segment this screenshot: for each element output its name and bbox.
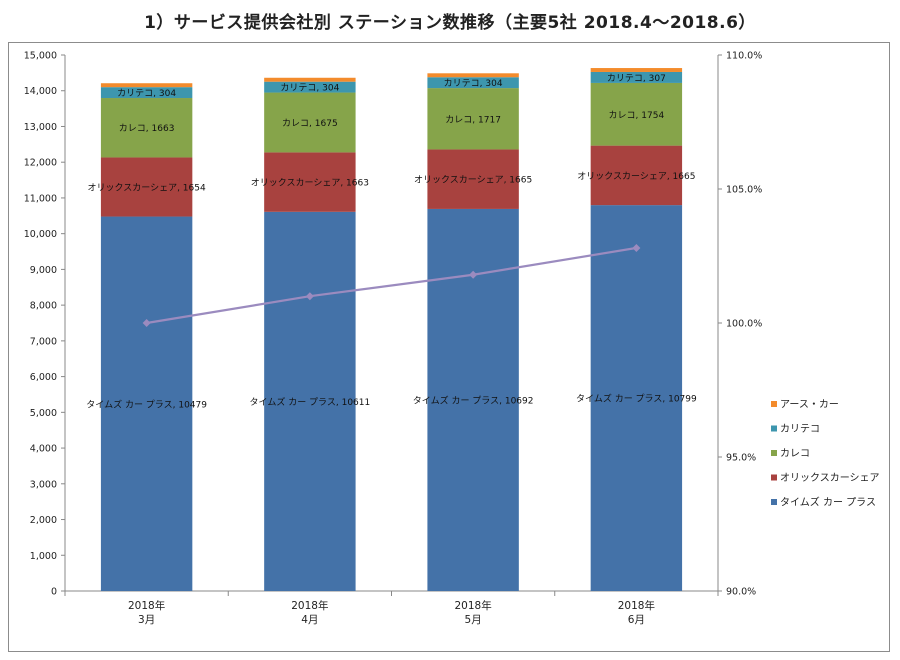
- legend-label: タイムズ カー プラス: [780, 496, 876, 509]
- legend-swatch: [771, 474, 777, 481]
- y-tick-label: 4,000: [30, 444, 57, 455]
- bar-segment: [427, 77, 519, 89]
- x-tick-label: 2018年: [618, 599, 655, 612]
- y2-tick-label: 90.0%: [726, 587, 756, 598]
- bar-segment: [100, 87, 193, 99]
- legend-label: オリックスカーシェア: [780, 472, 880, 484]
- x-tick-label: 2018年: [128, 599, 165, 612]
- data-label: カリテコ, 304: [444, 78, 503, 89]
- bar-segment: [100, 83, 193, 88]
- data-label: カリテコ, 304: [117, 88, 176, 99]
- chart-frame: [8, 42, 890, 652]
- bar-segment: [100, 98, 193, 158]
- x-tick-label: 2018年: [455, 599, 492, 612]
- ratio-marker: [142, 319, 151, 327]
- y-tick-label: 2,000: [30, 515, 57, 526]
- legend-label: カリテコ: [780, 423, 820, 435]
- ratio-marker: [632, 243, 641, 252]
- y-tick-label: 8,000: [30, 301, 57, 312]
- y-tick-label: 15,000: [24, 51, 57, 62]
- bar-segment: [264, 81, 356, 93]
- chart-title: 1）サービス提供会社別 ステーション数推移（主要5社 2018.4～2018.6…: [144, 13, 756, 33]
- legend-label: アース・カー: [780, 399, 839, 411]
- x-tick-label: 2018年: [291, 599, 328, 612]
- bar-segment: [590, 145, 683, 206]
- bar-segment: [264, 211, 356, 591]
- bar-segment: [264, 77, 356, 82]
- y-tick-label: 10,000: [24, 229, 57, 240]
- data-label: カレコ, 1675: [282, 118, 338, 129]
- data-label: タイムズ カー プラス, 10692: [413, 394, 534, 406]
- y2-tick-label: 95.0%: [726, 453, 756, 464]
- y-tick-label: 0: [51, 587, 57, 598]
- legend-swatch: [771, 401, 777, 407]
- y-tick-label: 13,000: [24, 122, 57, 133]
- y-tick-label: 12,000: [24, 158, 57, 169]
- data-label: タイムズ カー プラス, 10611: [250, 396, 371, 408]
- ratio-marker: [469, 270, 478, 279]
- ratio-line: [146, 246, 637, 325]
- bar-segment: [590, 71, 683, 83]
- legend-swatch: [771, 499, 777, 505]
- bar-segment: [590, 68, 683, 72]
- bar-segment: [100, 216, 193, 591]
- x-tick-label: 4月: [301, 614, 318, 626]
- bar-segment: [264, 92, 356, 153]
- data-label: カリテコ, 304: [280, 83, 339, 94]
- legend-swatch: [771, 425, 777, 432]
- y-tick-label: 7,000: [30, 336, 57, 347]
- legend-swatch: [771, 450, 777, 456]
- y-tick-label: 11,000: [24, 193, 57, 204]
- y-tick-label: 6,000: [30, 372, 57, 383]
- data-label: カレコ, 1754: [609, 110, 665, 121]
- bar-segment: [427, 73, 519, 78]
- y2-tick-label: 100.0%: [726, 319, 762, 330]
- data-label: オリックスカーシェア, 1663: [251, 178, 369, 189]
- y-tick-label: 14,000: [24, 86, 57, 97]
- data-label: カレコ, 1717: [445, 114, 501, 125]
- x-tick-label: 3月: [138, 614, 155, 626]
- data-label: カリテコ, 307: [607, 73, 666, 84]
- bar-segment: [427, 88, 519, 150]
- x-tick-label: 6月: [628, 614, 645, 626]
- y-tick-label: 5,000: [30, 408, 57, 419]
- data-label: タイムズ カー プラス, 10479: [86, 398, 207, 410]
- y-tick-label: 1,000: [30, 551, 57, 562]
- bar-segment: [590, 82, 683, 146]
- bar-segment: [100, 157, 193, 217]
- data-label: オリックスカーシェア, 1654: [88, 182, 206, 193]
- ratio-marker: [305, 292, 314, 301]
- y-tick-label: 9,000: [30, 265, 57, 276]
- data-label: オリックスカーシェア, 1665: [414, 175, 532, 186]
- data-label: オリックスカーシェア, 1665: [577, 171, 695, 182]
- bar-segment: [590, 205, 683, 592]
- data-label: タイムズ カー プラス, 10799: [576, 393, 697, 405]
- y2-tick-label: 110.0%: [726, 51, 762, 62]
- y2-tick-label: 105.0%: [726, 185, 762, 196]
- y-tick-label: 3,000: [30, 479, 57, 490]
- data-label: カレコ, 1663: [119, 123, 175, 134]
- x-tick-label: 5月: [465, 614, 482, 626]
- legend-label: カレコ: [780, 448, 810, 460]
- bar-segment: [264, 152, 356, 212]
- bar-segment: [427, 149, 519, 209]
